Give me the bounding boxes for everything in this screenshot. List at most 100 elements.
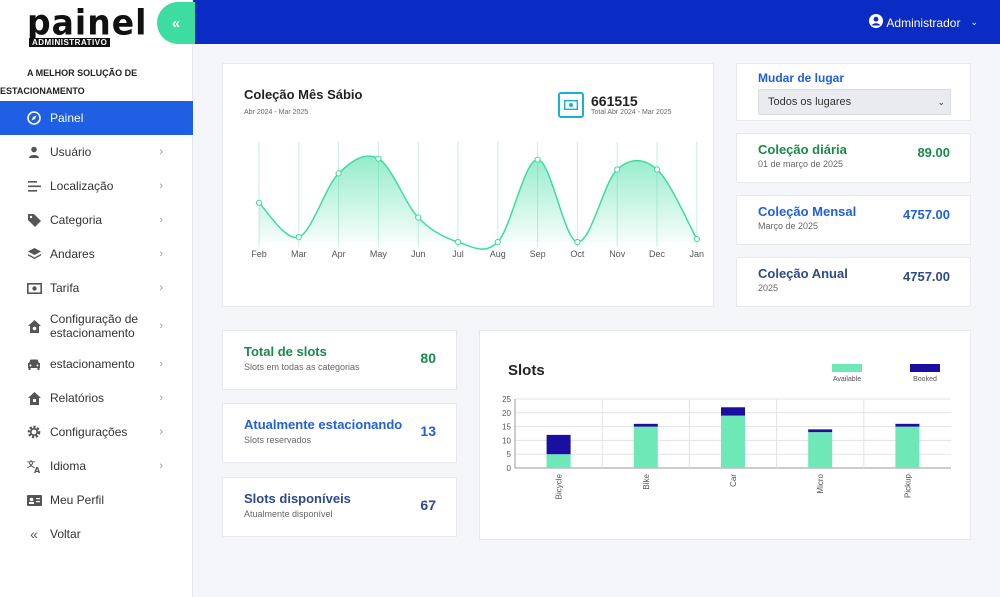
data-point-oct [574,238,581,246]
bar-bicycle-available [546,454,571,468]
annual-collection-subtitle: 2025 [758,283,779,293]
y-tick-label: 25 [502,395,511,404]
x-tick-label: Bicycle [555,473,564,499]
x-tick-label: Nov [609,249,626,259]
bar-bike-available [633,426,658,468]
x-tick-label: Micro [816,473,825,493]
money-icon [558,92,584,118]
tagline: A MELHOR SOLUÇÃO DE ESTACIONAMENTO [0,64,193,100]
x-tick-label: Mar [291,249,307,259]
car-icon [26,356,42,372]
monthly-collection-title: Coleção Mensal [758,204,857,219]
sidebar-item-voltar[interactable]: « Voltar [0,517,193,551]
slots-chart-title: Slots [508,362,545,379]
collection-total-value: 661515 [591,93,638,109]
sidebar-item-categoria[interactable]: Categoria › [0,203,193,237]
chevron-right-icon: › [159,460,163,472]
chevron-right-icon: › [159,358,163,370]
daily-collection-value: 89.00 [917,145,950,160]
gear-icon [26,424,42,440]
double-chevron-left-icon: « [30,526,38,542]
sidebar-item-localizacao[interactable]: Localização › [0,169,193,203]
location-select-label: Mudar de lugar [758,71,845,85]
svg-text:文: 文 [27,459,36,469]
legend-swatch-available [832,364,862,372]
daily-collection-card: Coleção diária 01 de março de 2025 89.00 [736,133,971,183]
data-point-mar [295,234,302,241]
list-icon [26,178,42,194]
annual-collection-title: Coleção Anual [758,266,848,281]
bar-bicycle-booked [546,434,571,455]
collection-chart-title: Coleção Mês Sábio [244,87,363,102]
total-slots-title: Total de slots [244,344,327,359]
y-tick-label: 5 [507,450,512,459]
tagline-line-1: A MELHOR SOLUÇÃO DE [27,68,138,78]
sidebar-item-estacionamento[interactable]: estacionamento › [0,347,193,381]
legend-available: Available [832,364,862,383]
data-point-nov [614,166,621,173]
user-menu[interactable]: Administrador ⌄ [869,14,978,31]
series-area [259,156,697,250]
slots-chart-card: 0 5 10 15 20 25 Bicycle Bike Car Micro Pickup Slot… [479,330,971,540]
slots-bar-chart: 0 5 10 15 20 25 Bicycle Bike Car Micro Pickup [502,395,951,499]
collection-chart-subtitle: Abr 2024 - Mar 2025 [244,109,309,116]
sidebar-item-meu-perfil[interactable]: Meu Perfil [0,483,193,517]
location-select-value: Todos os lugares [768,96,852,108]
data-point-dec [653,166,661,173]
available-slots-value: 67 [420,497,436,513]
sidebar-item-configuracoes[interactable]: Configurações › [0,415,193,449]
total-slots-card: Total de slots Slots em todas as categor… [222,330,457,390]
location-select[interactable]: Todos os lugares ⌄ [758,89,951,115]
sidebar-nav: Painel Usuário › Localização › Categoria… [0,101,193,551]
sidebar-item-label: Meu Perfil [50,493,105,507]
top-bar: Administrador ⌄ [193,0,1000,44]
sidebar-item-label: estacionamento [50,357,135,371]
compass-icon [26,110,42,126]
annual-collection-card: Coleção Anual 2025 4757.00 [736,257,971,307]
data-point-may [375,155,382,162]
tagline-line-2: ESTACIONAMENTO [0,86,85,96]
parked-slots-subtitle: Slots reservados [244,435,312,445]
logo[interactable]: painel ADMINISTRATIVO [27,5,146,50]
bar-car-booked [721,407,745,416]
sidebar-toggle-button[interactable]: « [157,2,195,44]
daily-collection-subtitle: 01 de março de 2025 [758,159,844,169]
chevron-right-icon: › [159,248,163,260]
y-tick-label: 0 [507,464,512,473]
x-tick-label: Jun [411,249,426,259]
monthly-collection-card: Coleção Mensal Março de 2025 4757.00 [736,195,971,245]
parked-slots-value: 13 [420,423,436,439]
data-point-jul [454,238,462,246]
sidebar-item-tarifa[interactable]: Tarifa › [0,271,193,305]
chevron-right-icon: › [159,282,163,294]
chevron-right-icon: › [159,426,163,438]
sidebar-item-andares[interactable]: Andares › [0,237,193,271]
id-card-icon [26,492,42,508]
bar-bike-booked [633,423,658,427]
sidebar-item-relatorios[interactable]: Relatórios › [0,381,193,415]
x-tick-label: Oct [570,249,585,259]
user-name: Administrador [886,15,961,30]
svg-text:A: A [34,466,41,473]
sidebar-item-configuracao-estacionamento[interactable]: Configuração de estacionamento › [0,305,193,347]
bar-micro-booked [808,429,833,433]
data-point-jun [415,214,422,221]
sidebar-item-label: Configurações [50,425,128,439]
x-tick-label: May [370,249,388,259]
collection-chart-card: Feb Mar Apr May Jun Jul Aug Sep Oct Nov Dec Jan Col… [222,63,714,307]
money-icon [26,280,42,296]
x-tick-label: Jul [452,249,464,259]
sidebar-item-painel[interactable]: Painel [0,101,193,135]
sidebar-item-label: Tarifa [50,281,80,295]
sidebar-item-label: Andares [50,247,95,261]
x-tick-label: Sep [530,249,546,259]
parked-slots-card: Atualmente estacionando Slots reservados… [222,403,457,463]
sidebar-item-usuario[interactable]: Usuário › [0,135,193,169]
available-slots-title: Slots disponíveis [244,491,351,506]
bar-micro-available [808,432,833,468]
bar-car-available [721,415,745,468]
data-point-feb [255,199,263,206]
location-select-card: Mudar de lugar Todos os lugares ⌄ [736,63,971,121]
